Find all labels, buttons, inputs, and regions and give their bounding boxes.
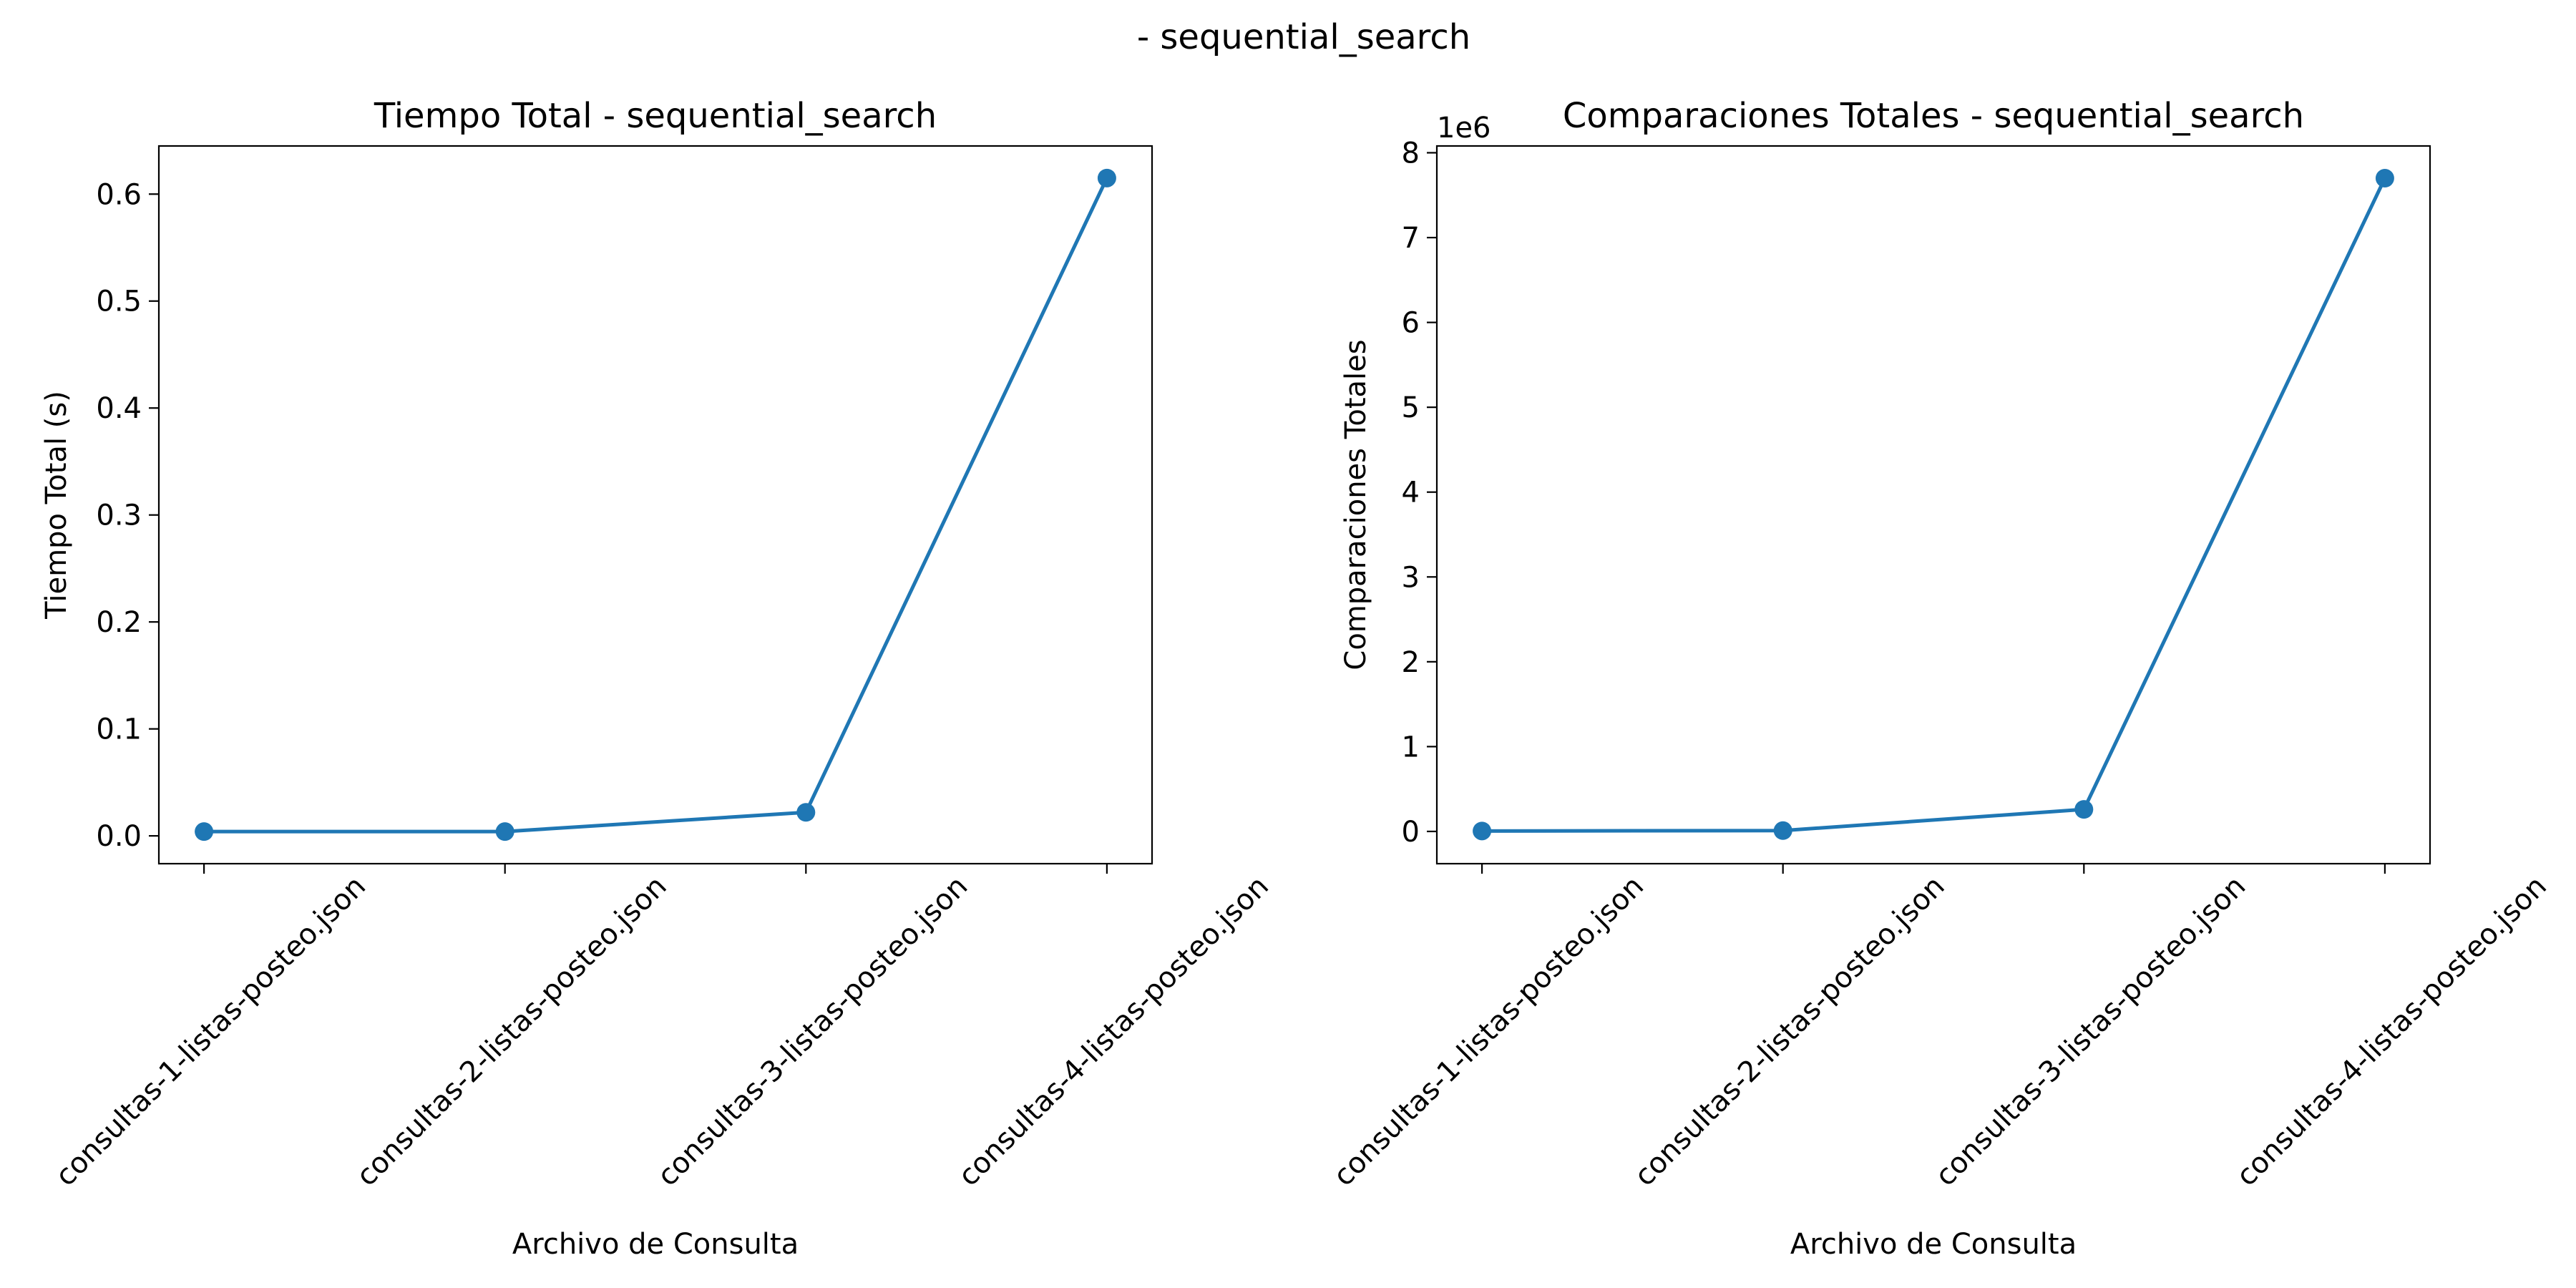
data-point <box>2074 800 2094 819</box>
chart-title: Comparaciones Totales - sequential_searc… <box>1563 96 2304 136</box>
y-tick-label: 0.6 <box>96 178 142 211</box>
y-offset-label: 1e6 <box>1437 112 1491 145</box>
figure-suptitle: - sequential_search <box>1137 17 1470 57</box>
y-tick-label: 0.1 <box>96 713 142 746</box>
data-point <box>195 822 214 841</box>
y-tick-label: 0.3 <box>96 499 142 532</box>
x-axis-label: Archivo de Consulta <box>512 1228 799 1261</box>
data-point <box>2375 169 2394 188</box>
y-tick-label: 0.4 <box>96 392 142 425</box>
y-tick-label: 8 <box>1402 137 1420 170</box>
y-tick-label: 4 <box>1402 477 1420 509</box>
y-tick-label: 0 <box>1402 816 1420 849</box>
plot-frame <box>1435 145 2431 865</box>
data-point <box>1473 821 1492 841</box>
y-tick-label: 1 <box>1402 731 1420 763</box>
y-tick-label: 2 <box>1402 646 1420 679</box>
chart-title: Tiempo Total - sequential_search <box>374 96 937 136</box>
series-line <box>1480 176 2387 833</box>
data-point <box>796 803 816 822</box>
data-point <box>1773 821 1792 840</box>
series-line <box>202 176 1109 834</box>
y-axis-label: Comparaciones Totales <box>1340 339 1372 670</box>
plot-frame <box>157 145 1153 865</box>
y-tick-label: 6 <box>1402 307 1420 340</box>
y-tick-label: 3 <box>1402 561 1420 594</box>
y-tick-label: 5 <box>1402 391 1420 424</box>
y-tick-label: 0.5 <box>96 286 142 318</box>
y-tick-label: 7 <box>1402 222 1420 255</box>
y-axis-label: Tiempo Total (s) <box>40 391 73 620</box>
y-tick-label: 0.0 <box>96 820 142 853</box>
y-tick-label: 0.2 <box>96 606 142 639</box>
data-point <box>1097 168 1116 187</box>
data-point <box>495 822 514 841</box>
x-axis-label: Archivo de Consulta <box>1790 1228 2077 1261</box>
